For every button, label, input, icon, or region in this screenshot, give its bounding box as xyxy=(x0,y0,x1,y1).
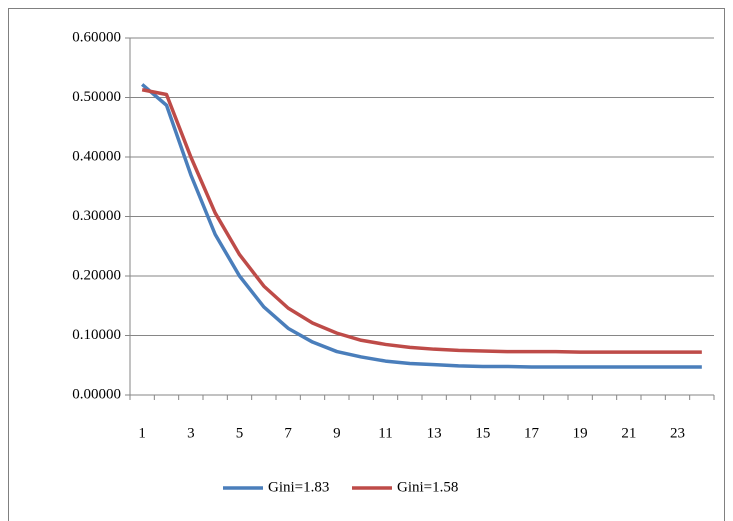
chart-border xyxy=(8,8,725,521)
x-tick-label: 19 xyxy=(573,425,588,441)
x-tick-label: 7 xyxy=(284,425,292,441)
y-tick-label: 0.60000 xyxy=(72,29,121,45)
x-tick-label: 13 xyxy=(427,425,442,441)
x-tick-label: 9 xyxy=(333,425,341,441)
y-tick-label: 0.20000 xyxy=(72,267,121,283)
y-tick-label: 0.00000 xyxy=(72,386,121,402)
legend-label: Gini=1.83 xyxy=(268,479,329,495)
legend-label: Gini=1.58 xyxy=(397,479,458,495)
x-tick-label: 5 xyxy=(236,425,244,441)
x-tick-label: 23 xyxy=(670,425,685,441)
series-line xyxy=(141,83,702,369)
x-tick-label: 1 xyxy=(138,425,146,441)
series-line xyxy=(141,88,702,354)
x-tick-label: 3 xyxy=(187,425,195,441)
y-tick-label: 0.10000 xyxy=(72,327,121,343)
x-tick-label: 11 xyxy=(378,425,392,441)
x-tick-label: 17 xyxy=(524,425,540,441)
y-tick-label: 0.50000 xyxy=(72,89,121,105)
y-tick-label: 0.40000 xyxy=(72,148,121,164)
x-tick-label: 21 xyxy=(621,425,636,441)
y-tick-label: 0.30000 xyxy=(72,208,121,224)
x-tick-label: 15 xyxy=(475,425,490,441)
